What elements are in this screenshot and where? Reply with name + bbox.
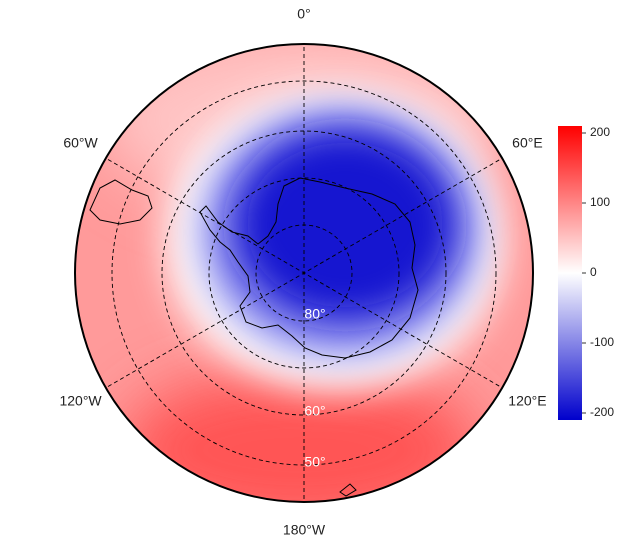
island-outline — [339, 483, 357, 497]
longitude-label: 120°E — [508, 393, 546, 409]
colorbar-tick-label: 0 — [590, 265, 597, 279]
longitude-label: 60°W — [63, 135, 98, 151]
latitude-label: 60° — [304, 403, 325, 419]
colorbar — [558, 126, 582, 420]
colorbar-tick-label: -200 — [590, 405, 614, 419]
colorbar-tick-label: -100 — [590, 335, 614, 349]
graticule — [101, 44, 507, 502]
field — [75, 44, 533, 502]
antarctica-outline — [199, 177, 419, 359]
south-america-outline — [89, 179, 153, 225]
longitude-label: 120°W — [59, 393, 102, 409]
longitude-label: 0° — [297, 6, 310, 22]
latitude-label: 50° — [304, 454, 325, 470]
colorbar-tick-label: 200 — [590, 125, 610, 139]
colorbar-tick-label: 100 — [590, 195, 610, 209]
latitude-label: 80° — [304, 306, 325, 322]
map-border — [74, 43, 534, 503]
longitude-label: 60°E — [512, 135, 543, 151]
longitude-label: 180°W — [283, 522, 326, 538]
